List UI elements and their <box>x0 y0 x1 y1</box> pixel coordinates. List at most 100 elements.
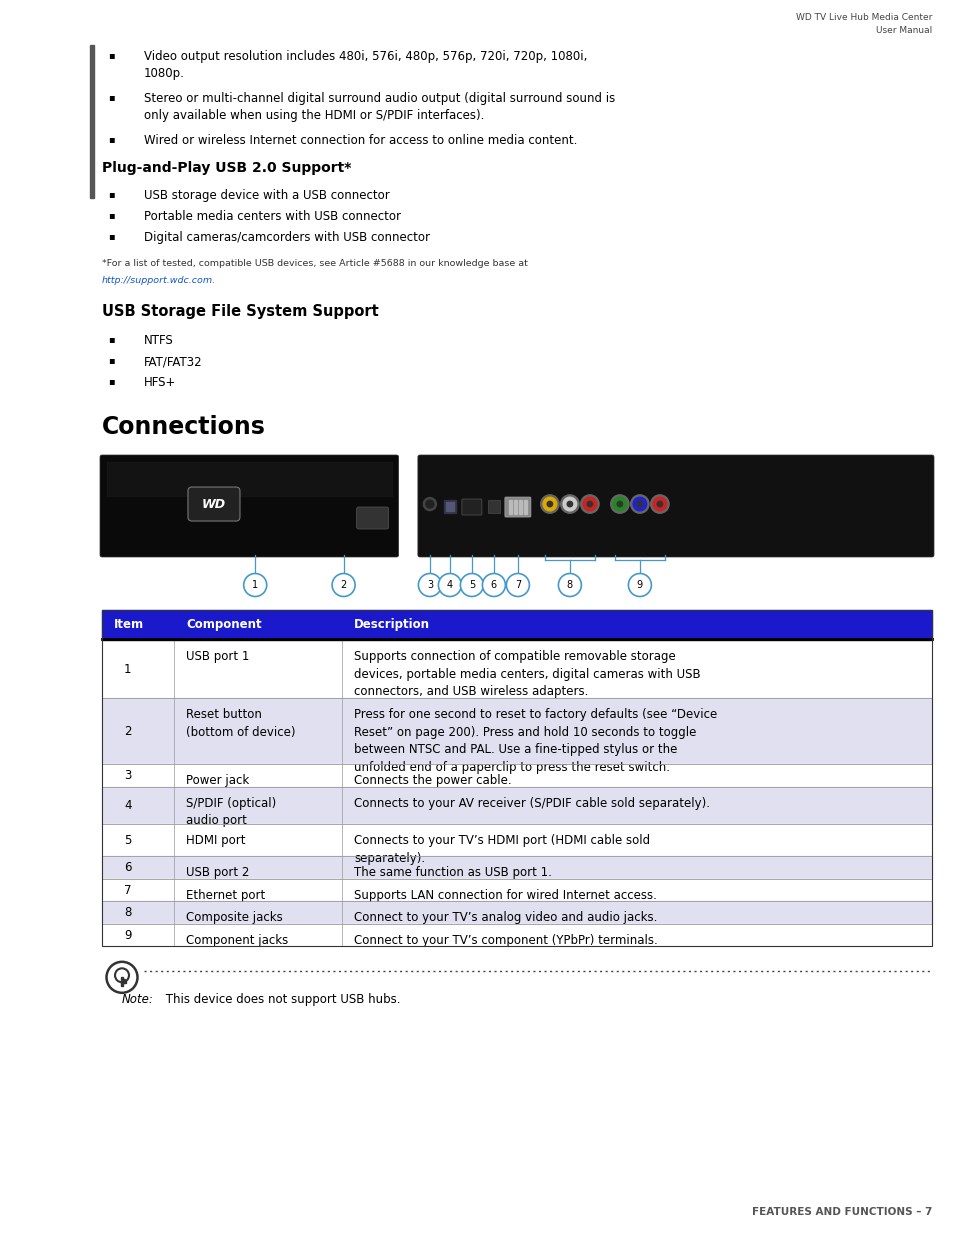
Text: Connections: Connections <box>102 415 266 438</box>
Circle shape <box>567 501 572 506</box>
Text: 5: 5 <box>468 580 475 590</box>
Text: 3: 3 <box>426 580 433 590</box>
Text: Wired or wireless Internet connection for access to online media content.: Wired or wireless Internet connection fo… <box>144 135 577 147</box>
Text: Power jack: Power jack <box>186 774 249 787</box>
Text: ▪: ▪ <box>108 49 114 61</box>
Text: WD: WD <box>202 498 226 510</box>
Bar <box>518 500 521 514</box>
Circle shape <box>653 498 666 511</box>
Text: Connects to your TV’s HDMI port (HDMI cable sold: Connects to your TV’s HDMI port (HDMI ca… <box>354 835 649 847</box>
Circle shape <box>418 573 441 597</box>
Circle shape <box>610 495 628 514</box>
Text: USB port 1: USB port 1 <box>186 651 249 663</box>
Text: Connect to your TV’s analog video and audio jacks.: Connect to your TV’s analog video and au… <box>354 911 657 924</box>
Circle shape <box>460 573 483 597</box>
Text: Composite jacks: Composite jacks <box>186 911 282 924</box>
Bar <box>102 787 931 824</box>
Text: Component: Component <box>186 618 261 631</box>
Text: ▪: ▪ <box>108 91 114 103</box>
Circle shape <box>586 501 592 506</box>
Bar <box>102 640 931 698</box>
Bar <box>514 500 517 514</box>
Bar <box>102 856 931 879</box>
Text: ▪: ▪ <box>108 231 114 242</box>
Text: NTFS: NTFS <box>144 333 173 347</box>
Text: 7: 7 <box>515 580 520 590</box>
Bar <box>90 44 93 198</box>
Circle shape <box>506 573 529 597</box>
Bar <box>123 982 126 983</box>
Bar <box>120 977 123 986</box>
Bar <box>443 500 456 513</box>
Text: 1: 1 <box>124 663 132 676</box>
Text: S/PDIF (optical): S/PDIF (optical) <box>186 797 276 810</box>
Text: Plug-and-Play USB 2.0 Support*: Plug-and-Play USB 2.0 Support* <box>102 162 351 175</box>
Text: Portable media centers with USB connector: Portable media centers with USB connecto… <box>144 210 400 224</box>
Circle shape <box>547 501 552 506</box>
Text: Press for one second to reset to factory defaults (see “Device: Press for one second to reset to factory… <box>354 709 717 721</box>
Text: (bottom of device): (bottom of device) <box>186 726 295 739</box>
Circle shape <box>423 498 436 510</box>
Circle shape <box>613 498 626 511</box>
Text: ▪: ▪ <box>108 354 114 366</box>
Circle shape <box>582 498 596 511</box>
Circle shape <box>558 573 580 597</box>
Circle shape <box>650 495 668 514</box>
Text: 9: 9 <box>124 929 132 941</box>
Bar <box>487 500 499 513</box>
Text: The same function as USB port 1.: The same function as USB port 1. <box>354 866 551 879</box>
FancyBboxPatch shape <box>356 508 388 529</box>
Circle shape <box>580 495 598 514</box>
Text: 8: 8 <box>566 580 573 590</box>
Text: 7: 7 <box>124 883 132 897</box>
Text: Component jacks: Component jacks <box>186 934 288 947</box>
Text: Reset” on page 200). Press and hold 10 seconds to toggle: Reset” on page 200). Press and hold 10 s… <box>354 726 696 739</box>
Bar <box>102 824 931 856</box>
Bar <box>102 879 931 902</box>
Text: This device does not support USB hubs.: This device does not support USB hubs. <box>162 993 400 1007</box>
FancyBboxPatch shape <box>100 454 398 557</box>
Bar <box>102 902 931 924</box>
Circle shape <box>628 573 651 597</box>
Text: Video output resolution includes 480i, 576i, 480p, 576p, 720i, 720p, 1080i,: Video output resolution includes 480i, 5… <box>144 49 587 63</box>
Bar <box>102 924 931 946</box>
FancyBboxPatch shape <box>188 487 240 521</box>
Text: Ethernet port: Ethernet port <box>186 889 265 902</box>
Text: Connects the power cable.: Connects the power cable. <box>354 774 511 787</box>
Text: ▪: ▪ <box>108 135 114 144</box>
Text: between NTSC and PAL. Use a fine-tipped stylus or the: between NTSC and PAL. Use a fine-tipped … <box>354 743 677 756</box>
Circle shape <box>560 495 578 514</box>
Text: WD TV Live Hub Media Center: WD TV Live Hub Media Center <box>795 14 931 22</box>
Text: FEATURES AND FUNCTIONS – 7: FEATURES AND FUNCTIONS – 7 <box>751 1207 931 1216</box>
Text: HDMI port: HDMI port <box>186 835 245 847</box>
Circle shape <box>637 501 642 506</box>
Bar <box>102 610 931 638</box>
Text: ▪: ▪ <box>108 375 114 387</box>
Text: devices, portable media centers, digital cameras with USB: devices, portable media centers, digital… <box>354 668 700 680</box>
Text: Reset button: Reset button <box>186 709 262 721</box>
Text: http://support.wdc.com.: http://support.wdc.com. <box>102 275 216 285</box>
FancyBboxPatch shape <box>504 496 530 517</box>
Circle shape <box>540 495 558 514</box>
Text: unfolded end of a paperclip to press the reset switch.: unfolded end of a paperclip to press the… <box>354 761 669 774</box>
Text: connectors, and USB wireless adapters.: connectors, and USB wireless adapters. <box>354 685 588 698</box>
Bar <box>445 503 454 511</box>
FancyBboxPatch shape <box>417 454 933 557</box>
Text: Supports connection of compatible removable storage: Supports connection of compatible remova… <box>354 651 675 663</box>
Circle shape <box>243 573 267 597</box>
Bar <box>102 764 931 787</box>
Circle shape <box>332 573 355 597</box>
Text: Supports LAN connection for wired Internet access.: Supports LAN connection for wired Intern… <box>354 889 657 902</box>
Text: 8: 8 <box>124 906 132 919</box>
Text: User Manual: User Manual <box>875 26 931 35</box>
Text: 3: 3 <box>124 769 132 782</box>
Text: 6: 6 <box>490 580 497 590</box>
Text: ▪: ▪ <box>108 210 114 221</box>
Circle shape <box>630 495 648 514</box>
Circle shape <box>617 501 622 506</box>
Text: 1: 1 <box>252 580 258 590</box>
Circle shape <box>482 573 505 597</box>
Text: 1080p.: 1080p. <box>144 68 185 80</box>
Text: 5: 5 <box>124 834 132 847</box>
Text: 2: 2 <box>124 725 132 737</box>
